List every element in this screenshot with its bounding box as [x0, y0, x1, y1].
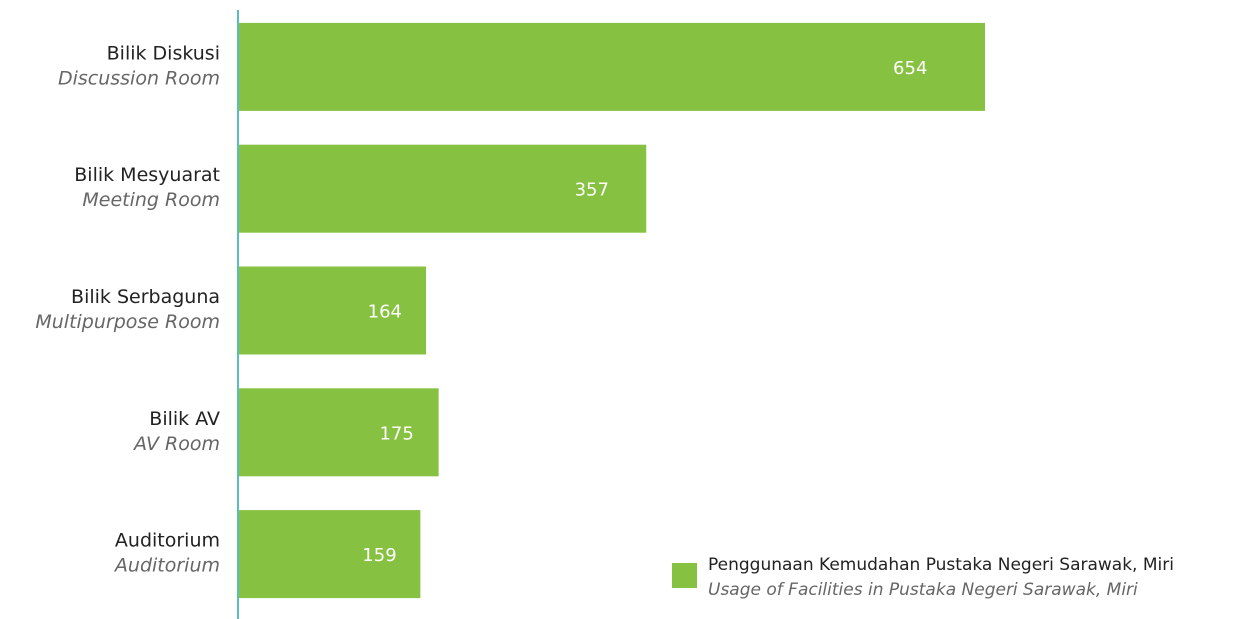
category-label: Bilik Serbaguna — [71, 286, 220, 308]
category-label: Bilik Mesyuarat — [74, 164, 220, 186]
legend-swatch — [672, 563, 697, 588]
value-label: 175 — [379, 423, 413, 444]
legend-label: Penggunaan Kemudahan Pustaka Negeri Sara… — [708, 555, 1174, 575]
category-translation: Multipurpose Room — [35, 311, 220, 333]
category-translation: Auditorium — [113, 555, 220, 577]
category-label: Bilik AV — [149, 408, 220, 430]
bar — [239, 22, 985, 111]
value-label: 357 — [575, 180, 609, 201]
bar — [239, 388, 439, 477]
bar — [239, 266, 427, 355]
bar — [239, 510, 421, 599]
value-label: 164 — [368, 302, 402, 323]
category-label: Bilik Diskusi — [107, 42, 220, 64]
value-label: 654 — [893, 58, 927, 79]
category-translation: Discussion Room — [58, 67, 220, 89]
category-label: Auditorium — [115, 530, 220, 552]
category-translation: AV Room — [132, 433, 220, 455]
value-label: 159 — [362, 545, 396, 566]
category-translation: Meeting Room — [82, 189, 220, 211]
legend-translation: Usage of Facilities in Pustaka Negeri Sa… — [708, 580, 1138, 600]
bar — [239, 144, 647, 233]
